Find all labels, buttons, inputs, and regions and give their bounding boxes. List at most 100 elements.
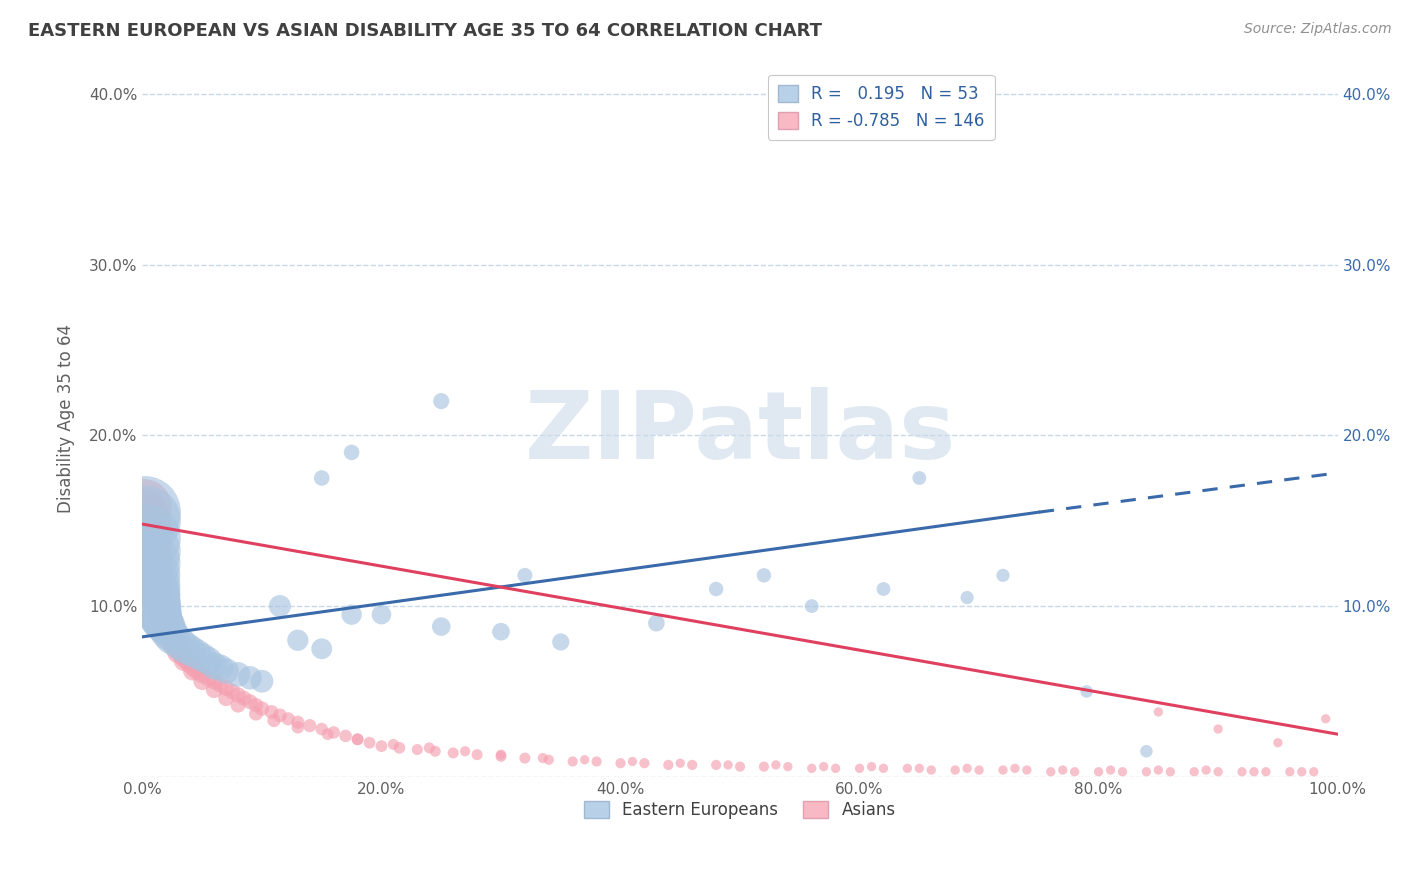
- Point: [132, 500, 155, 514]
- Point: [155, 619, 177, 633]
- Point: [824, 761, 846, 775]
- Point: [489, 747, 512, 762]
- Point: [239, 695, 262, 709]
- Point: [1195, 763, 1218, 777]
- Point: [956, 591, 979, 605]
- Point: [269, 599, 291, 613]
- Point: [139, 561, 162, 575]
- Point: [153, 615, 176, 629]
- Point: [1147, 705, 1170, 719]
- Point: [860, 759, 883, 773]
- Point: [162, 635, 184, 649]
- Point: [1111, 764, 1133, 779]
- Point: [135, 522, 157, 536]
- Point: [872, 582, 894, 596]
- Point: [181, 664, 204, 678]
- Point: [277, 712, 299, 726]
- Point: [250, 674, 273, 689]
- Point: [896, 761, 918, 775]
- Point: [239, 671, 262, 685]
- Point: [155, 619, 177, 633]
- Point: [908, 471, 931, 485]
- Point: [209, 678, 232, 692]
- Point: [245, 706, 267, 721]
- Text: Source: ZipAtlas.com: Source: ZipAtlas.com: [1244, 22, 1392, 37]
- Point: [298, 718, 321, 732]
- Point: [173, 650, 195, 665]
- Point: [550, 635, 572, 649]
- Point: [920, 763, 942, 777]
- Point: [359, 736, 381, 750]
- Point: [406, 742, 429, 756]
- Point: [1267, 736, 1289, 750]
- Point: [848, 761, 870, 775]
- Point: [1076, 684, 1098, 698]
- Point: [1039, 764, 1062, 779]
- Point: [531, 751, 554, 765]
- Point: [167, 645, 190, 659]
- Point: [311, 641, 333, 656]
- Point: [681, 758, 703, 772]
- Point: [1052, 763, 1074, 777]
- Point: [513, 751, 536, 765]
- Point: [173, 640, 195, 654]
- Point: [153, 611, 176, 625]
- Point: [1159, 764, 1181, 779]
- Point: [800, 599, 823, 613]
- Point: [142, 585, 165, 599]
- Point: [153, 616, 176, 631]
- Point: [142, 575, 165, 590]
- Point: [1243, 764, 1265, 779]
- Point: [145, 580, 167, 594]
- Point: [340, 607, 363, 622]
- Point: [316, 727, 339, 741]
- Point: [1015, 763, 1038, 777]
- Point: [370, 607, 392, 622]
- Point: [872, 761, 894, 775]
- Point: [1302, 764, 1324, 779]
- Point: [322, 725, 344, 739]
- Point: [226, 688, 249, 702]
- Point: [489, 624, 512, 639]
- Point: [143, 591, 166, 605]
- Point: [441, 746, 464, 760]
- Point: [752, 568, 775, 582]
- Point: [226, 698, 249, 713]
- Point: [141, 561, 163, 575]
- Point: [170, 645, 193, 659]
- Point: [1230, 764, 1253, 779]
- Point: [465, 747, 488, 762]
- Point: [1063, 764, 1085, 779]
- Point: [148, 606, 170, 620]
- Point: [776, 759, 799, 773]
- Point: [382, 738, 405, 752]
- Point: [1004, 761, 1026, 775]
- Point: [340, 445, 363, 459]
- Point: [146, 602, 169, 616]
- Point: [197, 654, 219, 668]
- Point: [425, 744, 447, 758]
- Legend: Eastern Europeans, Asians: Eastern Europeans, Asians: [578, 795, 903, 826]
- Point: [136, 531, 159, 545]
- Point: [645, 616, 668, 631]
- Point: [287, 715, 309, 730]
- Point: [138, 539, 160, 553]
- Point: [138, 557, 160, 571]
- Point: [335, 729, 357, 743]
- Point: [346, 732, 368, 747]
- Point: [704, 758, 727, 772]
- Point: [165, 637, 187, 651]
- Point: [943, 763, 966, 777]
- Point: [149, 609, 172, 624]
- Point: [956, 761, 979, 775]
- Point: [134, 517, 156, 532]
- Point: [179, 643, 201, 657]
- Point: [139, 568, 162, 582]
- Point: [388, 740, 411, 755]
- Point: [513, 568, 536, 582]
- Point: [311, 471, 333, 485]
- Point: [202, 658, 225, 673]
- Point: [967, 763, 990, 777]
- Point: [138, 544, 160, 558]
- Point: [221, 684, 243, 698]
